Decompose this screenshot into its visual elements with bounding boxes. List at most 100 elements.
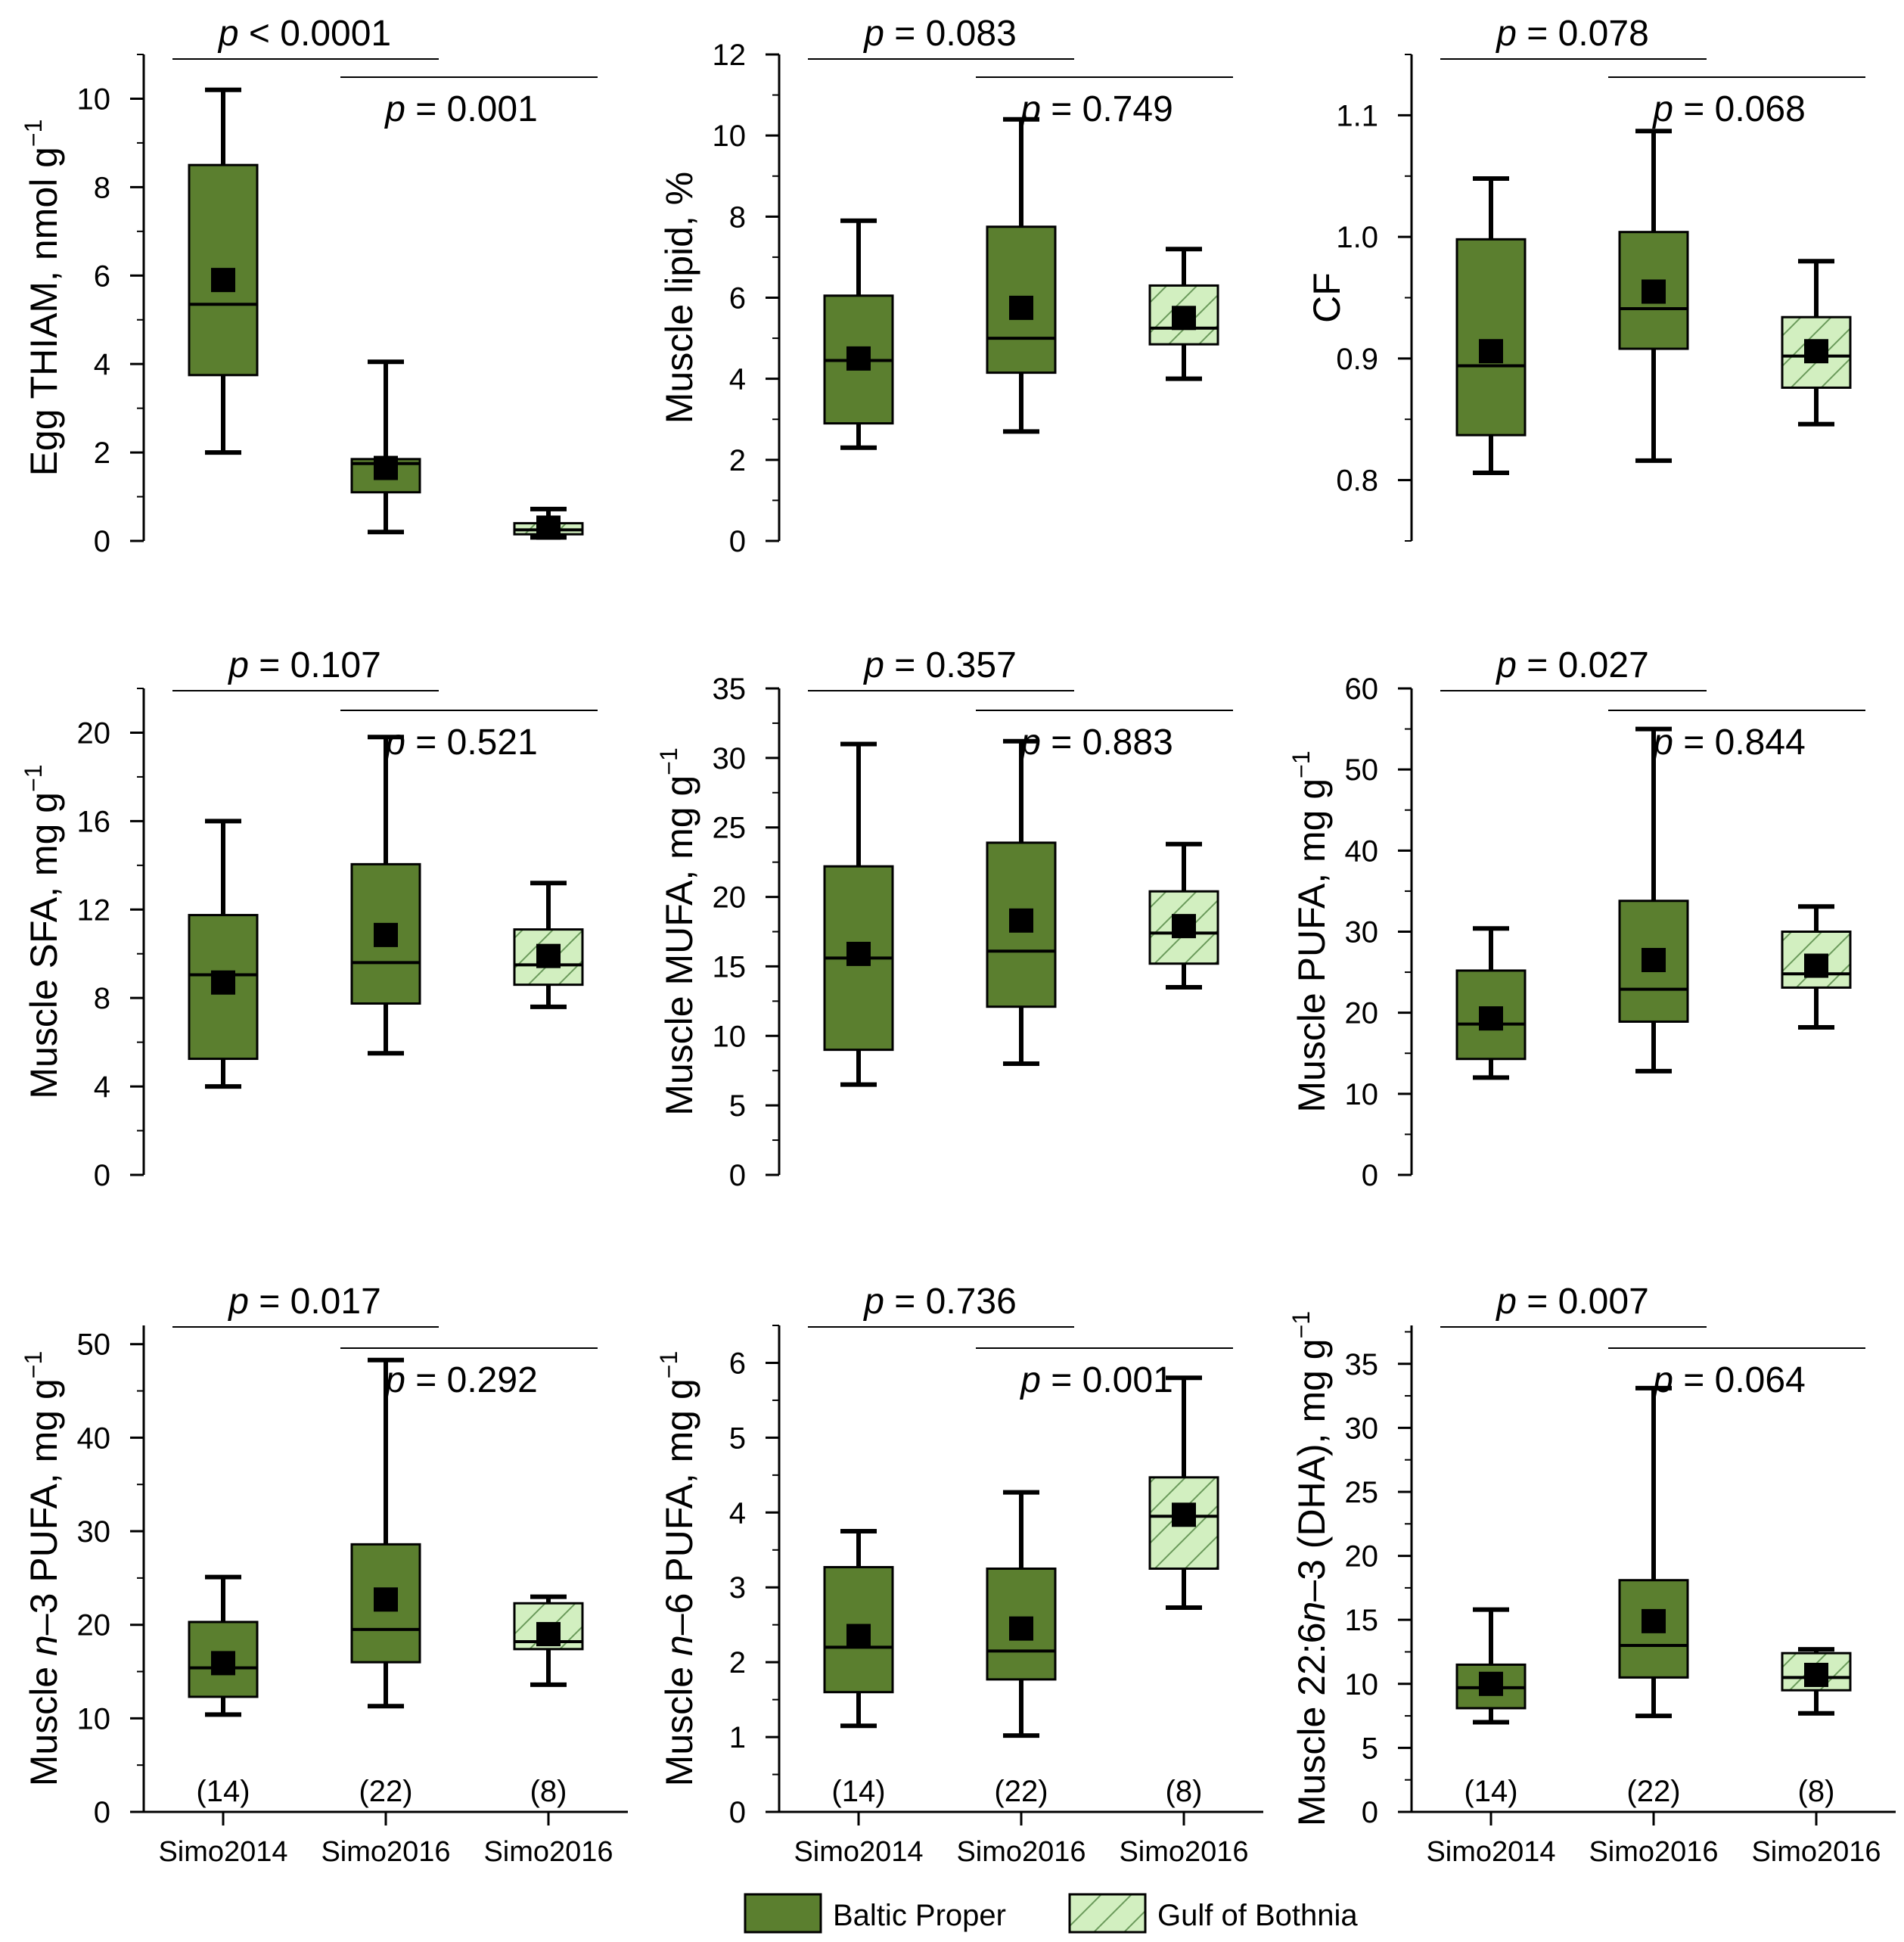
y-tick-label: 5 (729, 1089, 746, 1123)
p-value-top: p = 0.736 (862, 1282, 1017, 1322)
y-tick-label: 30 (1345, 1412, 1379, 1445)
box-2 (1618, 129, 1689, 463)
y-tick-label: 8 (729, 200, 746, 234)
y-tick-label: 6 (94, 259, 110, 293)
y-tick-label: 0 (729, 525, 746, 558)
y-tick-label: 1 (729, 1721, 746, 1754)
y-tick-label: 10 (1345, 1668, 1379, 1701)
box-3 (1148, 1375, 1219, 1610)
p-value-bottom: p = 0.521 (384, 722, 538, 763)
y-tick-label: 20 (713, 881, 747, 915)
box-iqr (986, 225, 1057, 374)
p-value-bottom: p = 0.883 (1019, 722, 1173, 763)
y-tick-label: 10 (77, 82, 111, 116)
y-tick-label: 10 (713, 1020, 747, 1053)
y-tick-label: 5 (729, 1422, 746, 1455)
box-1 (1455, 1607, 1527, 1725)
box-1 (823, 1529, 894, 1729)
y-tick-label: 10 (77, 1702, 111, 1735)
box-3 (1148, 841, 1219, 990)
p-value-bottom: p = 0.844 (1651, 722, 1806, 763)
p-value-top: p = 0.027 (1495, 645, 1649, 685)
p-value-bottom: p = 0.001 (1019, 1360, 1173, 1400)
p-value-bottom: p = 0.292 (384, 1360, 538, 1400)
legend-swatch-gulf (1068, 1893, 1147, 1934)
box-1 (1455, 176, 1527, 475)
mean-marker (374, 455, 398, 480)
box-3 (1781, 904, 1852, 1030)
mean-marker (1642, 1608, 1666, 1633)
y-tick-label: 5 (1362, 1732, 1378, 1765)
mean-marker (536, 943, 561, 968)
box-1 (823, 218, 894, 450)
y-tick-label: 20 (77, 1609, 111, 1642)
p-value-top: p = 0.017 (227, 1282, 381, 1322)
x-category-label: Simo2016 (1119, 1836, 1248, 1868)
y-tick-label: 0 (94, 1159, 110, 1192)
box-iqr (1455, 238, 1527, 437)
box-2 (350, 359, 421, 535)
y-tick-label: 2 (729, 1646, 746, 1679)
y-tick-label: 4 (94, 1070, 110, 1104)
panel-egg-thiam: 0 2 4 6 8 10 Egg THIAM, nmol g−1 p < 0.0001 p = … (20, 14, 598, 558)
mean-marker (211, 970, 235, 995)
y-tick-label: 10 (1345, 1078, 1379, 1111)
y-tick-label: 25 (1345, 1476, 1379, 1509)
box-1 (188, 819, 259, 1089)
panel-muscle-mufa: 0 5 10 15 20 25 30 35 Muscle MUFA, mg g−1 p = 0.3… (655, 645, 1233, 1192)
mean-marker (1172, 1502, 1196, 1527)
y-axis-title: Muscle lipid, % (658, 172, 700, 424)
panel-muscle-dha: 0 5 10 15 20 25 30 35 Muscle 22:6n–3 (DHA), mg g… (1287, 1282, 1896, 1868)
y-tick-label: 0.9 (1336, 343, 1378, 376)
sample-size-label: (8) (1166, 1775, 1203, 1808)
y-tick-label: 30 (713, 742, 747, 775)
y-tick-label: 1.0 (1336, 221, 1378, 254)
box-2 (1618, 1385, 1689, 1719)
p-value-bottom: p = 0.001 (384, 89, 538, 129)
y-tick-label: 6 (729, 282, 746, 315)
y-tick-label: 0 (1362, 1159, 1378, 1192)
mean-marker (1479, 339, 1503, 364)
p-value-top: p = 0.078 (1495, 14, 1649, 54)
y-tick-label: 6 (729, 1347, 746, 1380)
y-tick-label: 15 (713, 950, 747, 983)
mean-marker (211, 268, 235, 293)
p-value-top: p = 0.357 (862, 645, 1017, 685)
mean-marker (1804, 953, 1828, 978)
y-tick-label: 2 (729, 444, 746, 477)
mean-marker (211, 1651, 235, 1676)
y-axis-title: Muscle n–6 PUFA, mg g−1 (655, 1351, 700, 1787)
sample-size-label: (14) (1464, 1775, 1517, 1808)
x-category-label: Simo2016 (483, 1836, 613, 1868)
box-2 (986, 117, 1057, 434)
p-value-bottom: p = 0.064 (1651, 1360, 1806, 1400)
mean-marker (1479, 1671, 1503, 1696)
mean-marker (1804, 1662, 1828, 1687)
p-value-top: p = 0.007 (1495, 1282, 1649, 1322)
mean-marker (536, 515, 561, 540)
box-2 (350, 735, 421, 1056)
y-tick-label: 2 (94, 437, 110, 470)
y-tick-label: 4 (729, 363, 746, 396)
mean-marker (374, 922, 398, 947)
box-3 (1781, 1647, 1852, 1716)
p-value-top: p = 0.083 (862, 14, 1017, 54)
sample-size-label: (22) (359, 1775, 412, 1808)
y-tick-label: 0 (94, 1796, 110, 1829)
legend: Baltic Proper Gulf of Bothnia (744, 1893, 1358, 1934)
mean-marker (1642, 279, 1666, 304)
mean-marker (1009, 295, 1033, 320)
y-tick-label: 40 (77, 1422, 111, 1455)
x-category-label: Simo2014 (1426, 1836, 1555, 1868)
x-category-label: Simo2016 (321, 1836, 450, 1868)
mean-marker (846, 941, 871, 966)
y-tick-label: 12 (77, 893, 111, 927)
p-value-bottom: p = 0.749 (1019, 89, 1173, 129)
y-axis-title: Muscle 22:6n–3 (DHA), mg g−1 (1287, 1311, 1333, 1826)
mean-marker (1479, 1006, 1503, 1031)
y-tick-label: 35 (1345, 1348, 1379, 1381)
box-1 (1455, 926, 1527, 1080)
box-3 (513, 1594, 584, 1687)
